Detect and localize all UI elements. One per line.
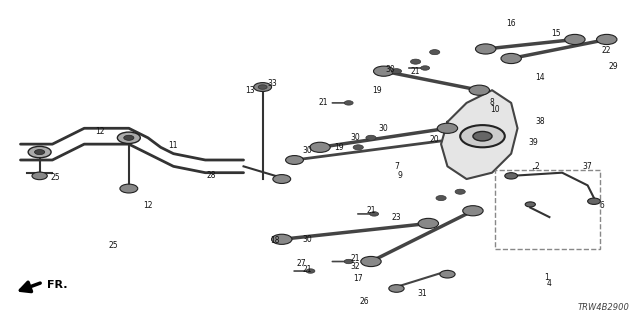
- Text: 30: 30: [302, 235, 312, 244]
- Circle shape: [366, 135, 376, 140]
- Text: 29: 29: [608, 62, 618, 71]
- Circle shape: [505, 173, 518, 179]
- Circle shape: [473, 132, 492, 141]
- Text: 38: 38: [535, 117, 545, 126]
- Circle shape: [310, 142, 330, 152]
- Text: 21: 21: [319, 99, 328, 108]
- Circle shape: [429, 50, 440, 55]
- Text: 35: 35: [519, 216, 529, 225]
- Text: 11: 11: [169, 141, 178, 150]
- Circle shape: [120, 184, 138, 193]
- Text: 39: 39: [529, 138, 538, 147]
- Circle shape: [271, 234, 292, 244]
- Circle shape: [588, 198, 600, 204]
- Text: 18: 18: [271, 236, 280, 245]
- Circle shape: [361, 256, 381, 267]
- Text: 34: 34: [535, 206, 545, 215]
- Text: 22: 22: [602, 46, 611, 55]
- Text: TRW4B2900: TRW4B2900: [577, 303, 629, 312]
- Text: 36: 36: [595, 202, 605, 211]
- Circle shape: [32, 172, 47, 180]
- Text: 1: 1: [544, 273, 548, 282]
- Circle shape: [306, 269, 315, 273]
- Text: 21: 21: [411, 67, 420, 76]
- Polygon shape: [441, 90, 518, 179]
- Text: 25: 25: [51, 173, 60, 182]
- Text: 32: 32: [350, 262, 360, 271]
- Text: 10: 10: [490, 105, 500, 114]
- Circle shape: [437, 123, 458, 133]
- Circle shape: [124, 135, 134, 140]
- Circle shape: [35, 149, 45, 155]
- Circle shape: [285, 156, 303, 164]
- Circle shape: [353, 145, 364, 150]
- Circle shape: [418, 218, 438, 228]
- Circle shape: [28, 146, 51, 158]
- Text: FR.: FR.: [47, 280, 68, 290]
- Text: 24: 24: [567, 189, 577, 198]
- Text: 21: 21: [350, 254, 360, 263]
- Circle shape: [564, 34, 585, 44]
- Text: 3: 3: [579, 228, 584, 237]
- Text: 12: 12: [143, 202, 153, 211]
- Text: 7: 7: [394, 162, 399, 171]
- Circle shape: [392, 69, 401, 74]
- Text: 12: 12: [95, 127, 105, 136]
- Text: 21: 21: [303, 265, 312, 274]
- Circle shape: [596, 34, 617, 44]
- Circle shape: [344, 259, 353, 264]
- Text: 30: 30: [379, 124, 388, 133]
- Circle shape: [258, 85, 267, 89]
- Text: 31: 31: [417, 289, 427, 298]
- Text: 8: 8: [490, 99, 495, 108]
- Text: 19: 19: [372, 86, 382, 95]
- Text: 19: 19: [334, 143, 344, 152]
- Circle shape: [460, 125, 505, 147]
- Text: 25: 25: [108, 241, 118, 250]
- Circle shape: [436, 196, 446, 201]
- Text: 28: 28: [207, 172, 216, 180]
- Text: 5: 5: [531, 168, 536, 177]
- Text: 6: 6: [572, 238, 577, 247]
- Text: 21: 21: [366, 206, 376, 215]
- Text: 17: 17: [353, 275, 363, 284]
- Circle shape: [344, 101, 353, 105]
- Circle shape: [440, 270, 455, 278]
- Text: 15: 15: [551, 28, 561, 38]
- Circle shape: [374, 66, 394, 76]
- Text: 27: 27: [296, 259, 306, 268]
- Text: 2: 2: [534, 162, 539, 171]
- Text: 30: 30: [350, 133, 360, 142]
- Text: 33: 33: [268, 79, 277, 88]
- Circle shape: [389, 285, 404, 292]
- Circle shape: [273, 175, 291, 183]
- Text: 23: 23: [392, 212, 401, 222]
- Circle shape: [410, 59, 420, 64]
- Text: 16: 16: [506, 19, 516, 28]
- Text: 14: 14: [535, 73, 545, 82]
- Text: 13: 13: [245, 86, 255, 95]
- Circle shape: [463, 206, 483, 216]
- Text: 26: 26: [360, 297, 369, 306]
- Text: 9: 9: [397, 172, 402, 180]
- Circle shape: [370, 212, 379, 216]
- Text: 37: 37: [583, 162, 593, 171]
- Circle shape: [501, 53, 522, 64]
- Text: 30: 30: [385, 65, 395, 74]
- Circle shape: [469, 85, 490, 95]
- Circle shape: [253, 83, 271, 92]
- Text: 4: 4: [547, 279, 552, 288]
- Text: 20: 20: [430, 135, 440, 144]
- Circle shape: [420, 66, 429, 70]
- Circle shape: [455, 189, 465, 194]
- Circle shape: [117, 132, 140, 143]
- Text: 30: 30: [302, 146, 312, 155]
- Circle shape: [476, 44, 496, 54]
- Circle shape: [525, 202, 536, 207]
- Bar: [495, 170, 600, 249]
